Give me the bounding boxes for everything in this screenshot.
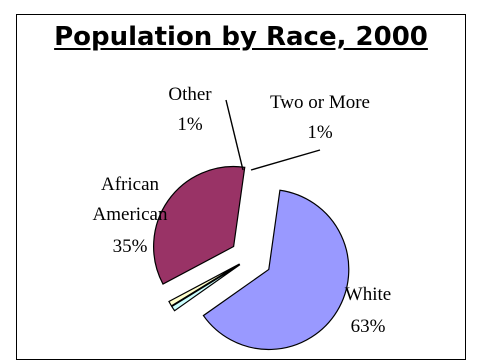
slice-label-other: Other <box>168 84 212 105</box>
leader-line-two-or-more <box>250 149 321 171</box>
pie-slices <box>153 166 350 351</box>
slice-label-two-or-more: Two or More <box>270 92 370 113</box>
pie-slice-other <box>168 263 240 307</box>
slice-percent-other: 1% <box>177 114 203 135</box>
pie-slice-white <box>202 189 350 351</box>
leader-line-other <box>225 99 244 171</box>
slice-percent-two-or-more: 1% <box>307 122 333 143</box>
slice-label-white: White <box>345 284 391 305</box>
slice-label-african-american-line2: American <box>93 204 168 225</box>
pie-slice-two-or-more <box>171 264 241 312</box>
slice-label-african-american-line1: African <box>101 174 160 195</box>
chart-title: Population by Race, 2000 <box>54 22 428 52</box>
leader-lines <box>225 99 321 171</box>
slice-percent-african-american: 35% <box>113 236 148 257</box>
pie-slice-african-american <box>153 166 246 285</box>
slice-percent-white: 63% <box>351 316 386 337</box>
